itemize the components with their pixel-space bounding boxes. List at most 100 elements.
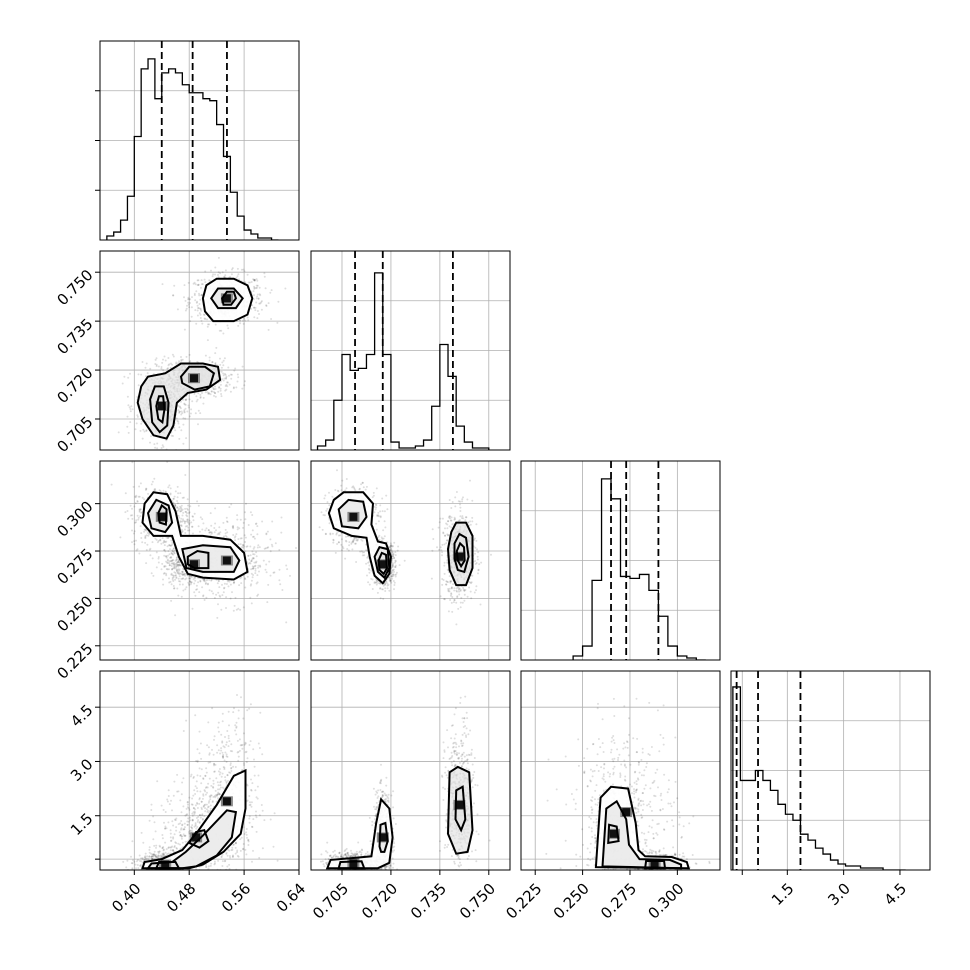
density-fill bbox=[327, 799, 393, 869]
hist-panel-1 bbox=[310, 250, 511, 451]
contour-line bbox=[337, 860, 366, 870]
density-layer bbox=[320, 695, 491, 870]
histogram-0 bbox=[106, 58, 279, 240]
panel-frame bbox=[310, 250, 511, 451]
density-layer bbox=[117, 256, 287, 450]
pair-panel-2-0 bbox=[95, 460, 300, 661]
x-tick-label: 0.56 bbox=[218, 880, 254, 916]
pair-panel-3-0 bbox=[95, 670, 300, 871]
contour-line bbox=[179, 365, 216, 391]
panel-frame bbox=[520, 670, 721, 871]
contour-line bbox=[155, 395, 166, 425]
contour-line bbox=[455, 541, 466, 569]
contour-line bbox=[141, 768, 247, 870]
x-tick-label: 0.64 bbox=[273, 880, 309, 916]
y-tick-label: 0.300 bbox=[53, 497, 96, 540]
contour-line bbox=[643, 860, 667, 870]
density-layer bbox=[545, 697, 711, 870]
panel-frame bbox=[99, 460, 300, 661]
contour-line bbox=[373, 546, 391, 580]
hist-panel-3 bbox=[730, 670, 931, 871]
x-tick-label: 0.735 bbox=[407, 880, 450, 923]
contour-line bbox=[325, 797, 394, 870]
contour-line bbox=[201, 277, 254, 323]
contour-line bbox=[337, 498, 368, 530]
x-tick-label: 0.48 bbox=[163, 880, 199, 916]
density-peak bbox=[222, 797, 231, 806]
contour-line bbox=[446, 521, 474, 587]
x-tick-label: 0.250 bbox=[550, 880, 593, 923]
x-tick-label: 0.300 bbox=[645, 880, 688, 923]
contour-line bbox=[187, 829, 210, 849]
y-tick-label: 0.275 bbox=[53, 545, 96, 588]
density-peak bbox=[622, 808, 631, 817]
density-peak bbox=[157, 402, 166, 410]
contour-line bbox=[594, 785, 691, 870]
sample-points bbox=[122, 694, 279, 870]
hist-panel-0 bbox=[95, 40, 300, 241]
density-peak bbox=[455, 800, 464, 809]
density-peak bbox=[190, 560, 198, 569]
contour-line bbox=[446, 765, 474, 855]
panel-frame bbox=[99, 250, 300, 451]
density-peak bbox=[161, 860, 170, 869]
density-peak bbox=[650, 859, 659, 868]
contour-line bbox=[221, 290, 238, 306]
contour-line bbox=[378, 821, 389, 853]
contour-line bbox=[149, 385, 170, 434]
panel-frame bbox=[310, 670, 511, 871]
contour-line bbox=[327, 491, 392, 585]
contour-line bbox=[601, 799, 683, 870]
pair-panel-3-1 bbox=[310, 670, 511, 871]
density-layer bbox=[318, 469, 492, 626]
y-tick-label: 4.5 bbox=[67, 701, 97, 731]
density-fill bbox=[602, 801, 682, 869]
density-layer bbox=[110, 461, 297, 624]
density-peak bbox=[157, 512, 166, 521]
contour-line bbox=[453, 532, 470, 574]
panel-frame bbox=[520, 460, 721, 661]
pair-panel-1-0 bbox=[95, 250, 300, 451]
histogram-1 bbox=[316, 272, 490, 450]
y-tick-label: 1.5 bbox=[67, 810, 97, 840]
contour-line bbox=[377, 551, 389, 576]
x-tick-label: 0.275 bbox=[597, 880, 640, 923]
x-tick-label: 0.750 bbox=[456, 880, 499, 923]
panel-frame bbox=[310, 460, 511, 661]
histogram-2 bbox=[572, 478, 706, 660]
density-peak bbox=[609, 829, 618, 838]
contour-line bbox=[146, 498, 174, 534]
panel-frame bbox=[99, 40, 300, 241]
y-tick-label: 0.250 bbox=[53, 592, 96, 635]
contour-line bbox=[154, 861, 181, 870]
density-peak bbox=[190, 374, 198, 383]
density-peak bbox=[349, 859, 358, 868]
panel-frame bbox=[730, 670, 931, 871]
y-tick-label: 0.750 bbox=[53, 266, 96, 309]
contour-line bbox=[141, 491, 249, 581]
density-layer bbox=[122, 694, 279, 870]
density-peak bbox=[192, 833, 201, 842]
contour-line bbox=[186, 549, 210, 570]
y-tick-label: 0.735 bbox=[53, 315, 96, 358]
x-tick-label: 0.225 bbox=[502, 880, 545, 923]
sample-points bbox=[117, 256, 287, 450]
panel-frame bbox=[99, 670, 300, 871]
x-tick-label: 1.5 bbox=[768, 880, 798, 910]
x-tick-label: 0.705 bbox=[309, 880, 352, 923]
y-tick-label: 0.225 bbox=[53, 640, 96, 683]
hist-panel-2 bbox=[520, 460, 721, 661]
y-tick-label: 3.0 bbox=[67, 755, 97, 785]
density-peak bbox=[378, 560, 387, 569]
contour-line bbox=[454, 785, 467, 833]
pair-panel-2-1 bbox=[310, 460, 511, 661]
y-tick-label: 0.705 bbox=[53, 413, 96, 456]
density-peak bbox=[349, 512, 358, 521]
contour-line bbox=[209, 287, 244, 310]
x-tick-label: 0.40 bbox=[108, 880, 144, 916]
contour-line bbox=[157, 503, 168, 526]
density-peak bbox=[222, 294, 231, 303]
contour-line bbox=[181, 544, 241, 573]
x-tick-label: 4.5 bbox=[881, 880, 911, 910]
